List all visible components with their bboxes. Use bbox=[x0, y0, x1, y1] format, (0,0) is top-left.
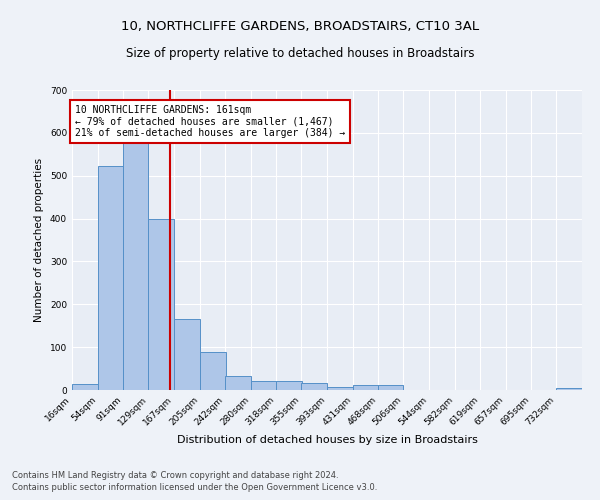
Bar bbox=[276, 380, 302, 390]
Bar bbox=[98, 166, 124, 390]
Text: Contains HM Land Registry data © Crown copyright and database right 2024.: Contains HM Land Registry data © Crown c… bbox=[12, 471, 338, 480]
Bar bbox=[123, 140, 148, 390]
Bar bbox=[174, 320, 200, 390]
Bar bbox=[353, 385, 379, 390]
Bar bbox=[556, 388, 582, 390]
Bar bbox=[225, 376, 251, 390]
Text: 10, NORTHCLIFFE GARDENS, BROADSTAIRS, CT10 3AL: 10, NORTHCLIFFE GARDENS, BROADSTAIRS, CT… bbox=[121, 20, 479, 33]
Bar bbox=[200, 352, 226, 390]
Bar bbox=[378, 385, 403, 390]
Bar bbox=[327, 386, 353, 390]
Text: 10 NORTHCLIFFE GARDENS: 161sqm
← 79% of detached houses are smaller (1,467)
21% : 10 NORTHCLIFFE GARDENS: 161sqm ← 79% of … bbox=[75, 105, 345, 138]
Bar bbox=[148, 218, 174, 390]
Y-axis label: Number of detached properties: Number of detached properties bbox=[34, 158, 44, 322]
Bar bbox=[251, 382, 276, 390]
X-axis label: Distribution of detached houses by size in Broadstairs: Distribution of detached houses by size … bbox=[176, 436, 478, 446]
Text: Size of property relative to detached houses in Broadstairs: Size of property relative to detached ho… bbox=[126, 48, 474, 60]
Bar bbox=[301, 382, 327, 390]
Bar bbox=[72, 384, 98, 390]
Text: Contains public sector information licensed under the Open Government Licence v3: Contains public sector information licen… bbox=[12, 484, 377, 492]
